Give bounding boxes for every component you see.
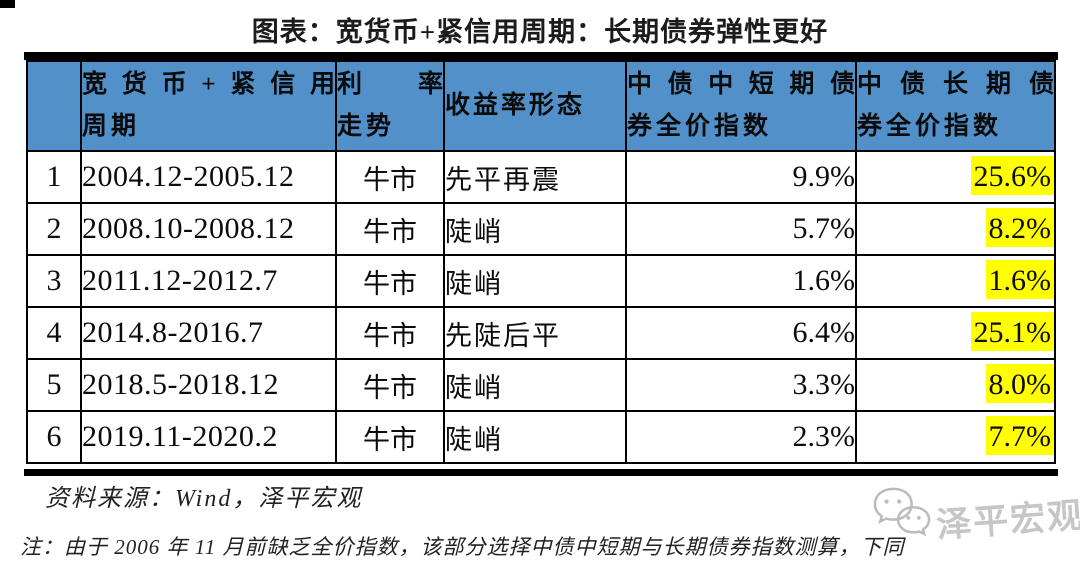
period-cell: 2008.10-2008.12 (80, 202, 337, 256)
footnote: 注：由于 2006 年 11 月前缺乏全价指数，该部分选择中债中短期与长期债券指… (20, 535, 905, 559)
row-number: 4 (26, 306, 82, 360)
watermark-label: 泽平宏观 (935, 495, 1080, 546)
rate-trend-cell: 牛市 (335, 410, 445, 464)
rate-trend-cell: 牛市 (335, 254, 445, 308)
header-short-line1: 中债中短期债 (627, 71, 855, 98)
period-cell: 2011.12-2012.7 (80, 254, 337, 308)
yield-shape-cell: 陡峭 (443, 410, 627, 464)
row-number: 6 (26, 410, 82, 464)
long-index-cell: 8.0% (855, 358, 1056, 412)
figure-title: 图表：宽货币+紧信用周期：长期债券弹性更好 (251, 17, 829, 47)
wechat-icon (873, 487, 931, 537)
period-cell: 2019.11-2020.2 (80, 410, 337, 464)
header-period-line1: 宽货币+紧信用 (82, 71, 335, 98)
highlighted-value: 8.2% (985, 208, 1053, 247)
header-rate-line1: 利 率 (337, 71, 443, 98)
short-index-cell: 2.3% (625, 410, 857, 464)
header-long-line1: 中债长期债 (857, 71, 1054, 98)
table-row: 2 2008.10-2008.12 牛市 陡峭 5.7% 8.2% (26, 202, 1056, 256)
table-row: 5 2018.5-2018.12 牛市 陡峭 3.3% 8.0% (26, 358, 1056, 412)
short-index-cell: 9.9% (625, 150, 857, 204)
long-index-cell: 25.6% (855, 150, 1056, 204)
table-bottom-rule (24, 469, 1058, 476)
table-row: 6 2019.11-2020.2 牛市 陡峭 2.3% 7.7% (26, 410, 1056, 464)
short-index-cell: 3.3% (625, 358, 857, 412)
row-number: 5 (26, 358, 82, 412)
rate-trend-cell: 牛市 (335, 306, 445, 360)
short-index-cell: 6.4% (625, 306, 857, 360)
table-row: 3 2011.12-2012.7 牛市 陡峭 1.6% 1.6% (26, 254, 1056, 308)
rate-trend-cell: 牛市 (335, 150, 445, 204)
yield-shape-cell: 陡峭 (443, 358, 627, 412)
yield-shape-cell: 陡峭 (443, 254, 627, 308)
row-number: 3 (26, 254, 82, 308)
long-index-cell: 8.2% (855, 202, 1056, 256)
rate-trend-cell: 牛市 (335, 202, 445, 256)
period-cell: 2018.5-2018.12 (80, 358, 337, 412)
source-note: 资料来源：Wind，泽平宏观 (45, 486, 363, 512)
bond-cycle-table: 宽货币+紧信用 周期 利 率 走势 收益率形态 中债中短期债 券全价指数 中债长… (26, 60, 1056, 464)
header-rate-line2: 走势 (337, 113, 396, 140)
header-rate-trend: 利 率 走势 (335, 60, 445, 152)
highlighted-value: 25.1% (970, 312, 1053, 351)
period-cell: 2004.12-2005.12 (80, 150, 337, 204)
long-index-cell: 1.6% (855, 254, 1056, 308)
table-row: 4 2014.8-2016.7 牛市 先陡后平 6.4% 25.1% (26, 306, 1056, 360)
header-long-index: 中债长期债 券全价指数 (855, 60, 1056, 152)
row-number: 2 (26, 202, 82, 256)
header-index (26, 60, 82, 152)
highlighted-value: 1.6% (985, 260, 1053, 299)
header-period: 宽货币+紧信用 周期 (80, 60, 337, 152)
yield-shape-cell: 先陡后平 (443, 306, 627, 360)
table-row: 1 2004.12-2005.12 牛市 先平再震 9.9% 25.6% (26, 150, 1056, 204)
period-cell: 2014.8-2016.7 (80, 306, 337, 360)
yield-shape-cell: 先平再震 (443, 150, 627, 204)
long-index-cell: 7.7% (855, 410, 1056, 464)
row-number: 1 (26, 150, 82, 204)
header-short-index: 中债中短期债 券全价指数 (625, 60, 857, 152)
table-top-rule (24, 52, 1058, 60)
watermark: 泽平宏观 (872, 486, 1080, 545)
long-index-cell: 25.1% (855, 306, 1056, 360)
short-index-cell: 5.7% (625, 202, 857, 256)
header-yield-shape: 收益率形态 (443, 60, 627, 152)
short-index-cell: 1.6% (625, 254, 857, 308)
screen-artifact (0, 0, 15, 8)
yield-shape-cell: 陡峭 (443, 202, 627, 256)
header-period-line2: 周期 (82, 113, 141, 140)
header-long-line2: 券全价指数 (857, 113, 1003, 140)
highlighted-value: 8.0% (985, 364, 1053, 403)
rate-trend-cell: 牛市 (335, 358, 445, 412)
highlighted-value: 7.7% (985, 416, 1053, 455)
header-short-line2: 券全价指数 (627, 113, 773, 140)
highlighted-value: 25.6% (970, 156, 1053, 195)
header-row: 宽货币+紧信用 周期 利 率 走势 收益率形态 中债中短期债 券全价指数 中债长… (26, 60, 1056, 152)
